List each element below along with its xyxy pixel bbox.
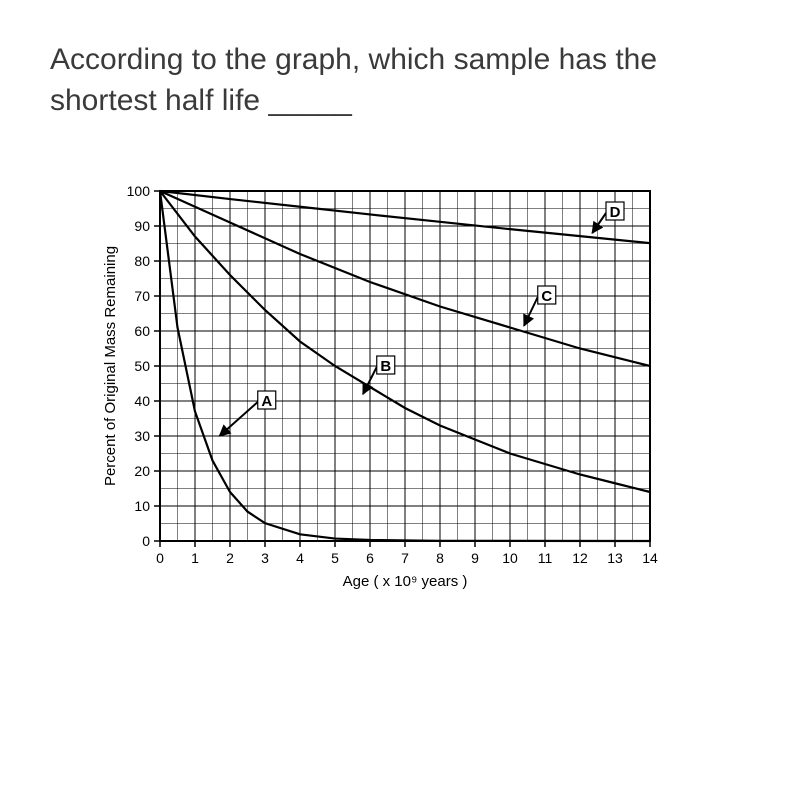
series-label-C: C [524,286,556,326]
svg-text:C: C [541,288,552,305]
svg-text:5: 5 [331,550,339,566]
svg-text:9: 9 [471,550,479,566]
svg-text:13: 13 [607,550,623,566]
svg-text:40: 40 [134,393,150,409]
svg-text:80: 80 [134,253,150,269]
svg-text:12: 12 [572,550,588,566]
svg-text:4: 4 [296,550,304,566]
svg-text:A: A [261,393,272,410]
svg-text:3: 3 [261,550,269,566]
question-text: According to the graph, which sample has… [50,40,750,121]
chart-svg: 0123456789101112131401020304050607080901… [100,181,700,601]
svg-text:B: B [380,358,391,375]
svg-text:1: 1 [191,550,199,566]
svg-text:10: 10 [502,550,518,566]
svg-text:10: 10 [134,498,150,514]
svg-text:Percent of Original Mass Remai: Percent of Original Mass Remaining [102,246,119,486]
svg-text:0: 0 [156,550,164,566]
svg-text:6: 6 [366,550,374,566]
svg-text:2: 2 [226,550,234,566]
svg-text:50: 50 [134,358,150,374]
svg-text:70: 70 [134,288,150,304]
series-label-B: B [363,356,395,394]
svg-text:8: 8 [436,550,444,566]
svg-text:20: 20 [134,463,150,479]
svg-text:7: 7 [401,550,409,566]
svg-text:30: 30 [134,428,150,444]
svg-text:D: D [610,204,621,221]
svg-text:60: 60 [134,323,150,339]
svg-text:14: 14 [642,550,658,566]
half-life-chart: 0123456789101112131401020304050607080901… [100,181,700,601]
svg-text:11: 11 [538,550,553,566]
series-label-D: D [592,202,624,233]
svg-text:Age ( x 10⁹ years ): Age ( x 10⁹ years ) [343,573,468,590]
svg-text:100: 100 [127,183,151,199]
svg-text:90: 90 [134,218,150,234]
svg-text:0: 0 [142,533,150,549]
